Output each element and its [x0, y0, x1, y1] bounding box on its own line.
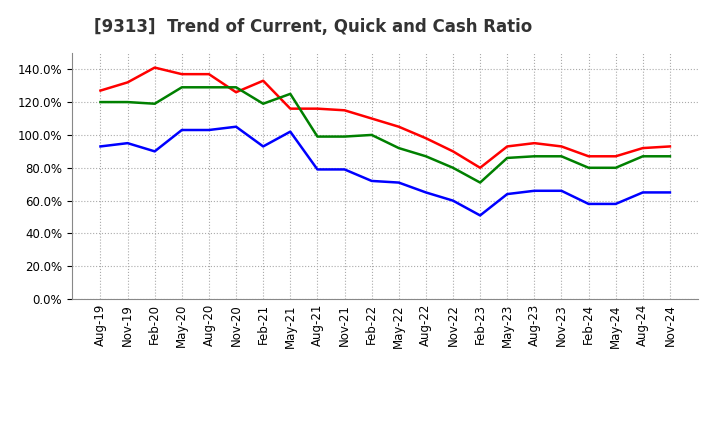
Current Ratio	[639, 146, 647, 151]
Cash Ratio	[611, 201, 620, 206]
Cash Ratio	[178, 127, 186, 132]
Current Ratio	[204, 72, 213, 77]
Cash Ratio	[150, 149, 159, 154]
Cash Ratio	[259, 144, 268, 149]
Current Ratio	[421, 136, 430, 141]
Current Ratio	[286, 106, 294, 111]
Current Ratio	[367, 116, 376, 121]
Line: Cash Ratio: Cash Ratio	[101, 127, 670, 216]
Quick Ratio	[421, 154, 430, 159]
Cash Ratio	[557, 188, 566, 194]
Current Ratio	[557, 144, 566, 149]
Cash Ratio	[341, 167, 349, 172]
Quick Ratio	[232, 84, 240, 90]
Current Ratio	[530, 140, 539, 146]
Quick Ratio	[178, 84, 186, 90]
Current Ratio	[584, 154, 593, 159]
Current Ratio	[123, 80, 132, 85]
Quick Ratio	[286, 91, 294, 96]
Current Ratio	[313, 106, 322, 111]
Quick Ratio	[611, 165, 620, 170]
Quick Ratio	[476, 180, 485, 185]
Cash Ratio	[313, 167, 322, 172]
Quick Ratio	[449, 165, 457, 170]
Current Ratio	[611, 154, 620, 159]
Quick Ratio	[639, 154, 647, 159]
Cash Ratio	[96, 144, 105, 149]
Quick Ratio	[665, 154, 674, 159]
Current Ratio	[503, 144, 511, 149]
Quick Ratio	[395, 146, 403, 151]
Quick Ratio	[96, 99, 105, 105]
Cash Ratio	[503, 191, 511, 197]
Cash Ratio	[286, 129, 294, 134]
Cash Ratio	[665, 190, 674, 195]
Cash Ratio	[232, 124, 240, 129]
Quick Ratio	[367, 132, 376, 138]
Current Ratio	[395, 124, 403, 129]
Current Ratio	[232, 90, 240, 95]
Quick Ratio	[530, 154, 539, 159]
Cash Ratio	[123, 140, 132, 146]
Cash Ratio	[584, 201, 593, 206]
Quick Ratio	[503, 155, 511, 161]
Quick Ratio	[313, 134, 322, 139]
Quick Ratio	[123, 99, 132, 105]
Current Ratio	[449, 149, 457, 154]
Quick Ratio	[150, 101, 159, 106]
Cash Ratio	[639, 190, 647, 195]
Cash Ratio	[476, 213, 485, 218]
Current Ratio	[341, 108, 349, 113]
Quick Ratio	[557, 154, 566, 159]
Current Ratio	[96, 88, 105, 93]
Cash Ratio	[395, 180, 403, 185]
Quick Ratio	[259, 101, 268, 106]
Cash Ratio	[449, 198, 457, 203]
Current Ratio	[665, 144, 674, 149]
Current Ratio	[259, 78, 268, 83]
Cash Ratio	[530, 188, 539, 194]
Quick Ratio	[584, 165, 593, 170]
Line: Current Ratio: Current Ratio	[101, 68, 670, 168]
Legend: Current Ratio, Quick Ratio, Cash Ratio: Current Ratio, Quick Ratio, Cash Ratio	[163, 434, 607, 440]
Cash Ratio	[204, 127, 213, 132]
Current Ratio	[178, 72, 186, 77]
Current Ratio	[150, 65, 159, 70]
Line: Quick Ratio: Quick Ratio	[101, 87, 670, 183]
Quick Ratio	[204, 84, 213, 90]
Current Ratio	[476, 165, 485, 170]
Cash Ratio	[367, 178, 376, 183]
Text: [9313]  Trend of Current, Quick and Cash Ratio: [9313] Trend of Current, Quick and Cash …	[94, 18, 532, 36]
Cash Ratio	[421, 190, 430, 195]
Quick Ratio	[341, 134, 349, 139]
